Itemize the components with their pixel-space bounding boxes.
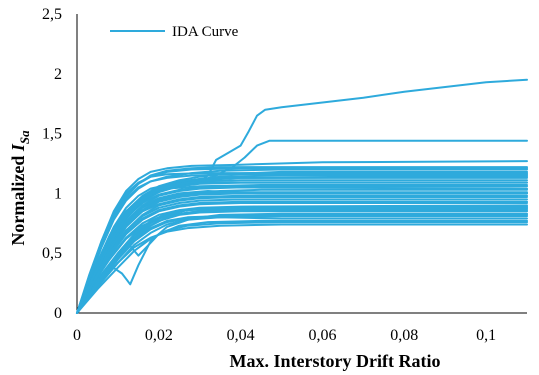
x-tick-label: 0,1 [476, 327, 496, 344]
ida-curve-35 [76, 209, 528, 314]
ida-curve-19 [76, 170, 528, 314]
ida-curves [76, 78, 528, 314]
ida-curve-29 [76, 174, 528, 314]
ida-curve-25 [76, 221, 528, 314]
y-tick-label: 2 [54, 66, 62, 83]
y-tick-label: 1,5 [42, 126, 62, 143]
ida-curve-16 [76, 202, 528, 314]
ida-curve-37 [76, 160, 528, 314]
ida-curve-40 [76, 78, 528, 314]
ida-curve-30 [76, 215, 528, 314]
x-tick-label: 0,06 [308, 327, 336, 344]
y-tick-labels: 0 0,5 1 1,5 2 2,5 [42, 6, 62, 322]
legend-label: IDA Curve [172, 24, 239, 40]
ida-curve-36 [76, 212, 528, 314]
y-tick-label: 2,5 [42, 6, 62, 23]
y-axis-label-main: Normalized [8, 151, 28, 245]
y-tick-label: 0 [54, 305, 62, 322]
x-tick-labels: 0 0,02 0,04 0,06 0,08 0,1 [73, 327, 496, 344]
y-tick-label: 0,5 [42, 245, 62, 262]
axes [76, 14, 527, 314]
ida-curve-32 [76, 191, 528, 314]
y-axis-label-symbol: I [8, 143, 28, 152]
y-axis-label: Normalized ISa [8, 130, 32, 246]
legend: IDA Curve [110, 24, 239, 40]
x-axis-label: Max. Interstory Drift Ratio [230, 351, 441, 371]
x-tick-label: 0,04 [227, 327, 255, 344]
x-tick-label: 0 [73, 327, 81, 344]
x-tick-label: 0,02 [145, 327, 173, 344]
ida-curve-34 [76, 196, 528, 314]
y-tick-label: 1 [54, 185, 62, 202]
x-tick-label: 0,08 [390, 327, 418, 344]
y-axis-label-subscript: Sa [17, 130, 32, 144]
